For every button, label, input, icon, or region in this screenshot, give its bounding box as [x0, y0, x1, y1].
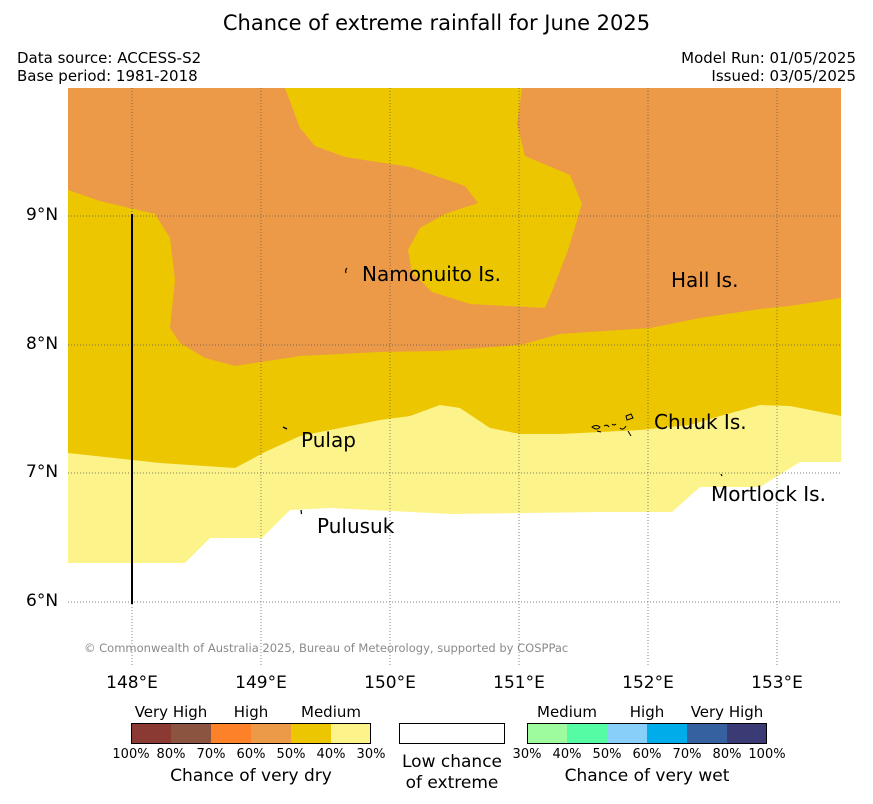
legend-dry-swatch-0 — [131, 723, 171, 744]
place-label-pulap: Pulap — [301, 428, 356, 452]
legend-dry-group-medium: Medium — [301, 703, 361, 721]
legend-dry-swatch-2 — [211, 723, 251, 744]
model-run-text: Model Run: 01/05/2025 — [681, 49, 856, 67]
legend-dry-caption: Chance of very dry — [170, 766, 332, 786]
legend-neutral-swatch — [399, 723, 505, 744]
copyright-notice: © Commonwealth of Australia 2025, Bureau… — [84, 641, 569, 655]
island-mortlock-marker — [720, 473, 723, 477]
legend-wet-caption: Chance of very wet — [564, 766, 730, 786]
lon-label-149e: 149°E — [235, 673, 287, 693]
legend-dry-tick-2: 70% — [196, 747, 226, 762]
legend-wet-swatch-5 — [727, 723, 767, 744]
legend-wet-tick-3: 60% — [632, 747, 662, 762]
place-label-mortlock: Mortlock Is. — [711, 482, 826, 506]
legend-dry-swatch-4 — [291, 723, 331, 744]
legend-dry-colorbar-frame — [131, 723, 371, 744]
meta-left: Data source: ACCESS-S2 Base period: 1981… — [17, 49, 201, 85]
legend-wet-swatch-4 — [687, 723, 727, 744]
legend-wet-colorbar-frame — [527, 723, 767, 744]
legend-dry-tick-1: 80% — [156, 747, 186, 762]
meta-right: Model Run: 01/05/2025 Issued: 03/05/2025 — [681, 49, 856, 85]
probability-zones — [68, 88, 841, 665]
legend-dry-group-high: High — [233, 703, 269, 721]
island-chuuk-marker — [591, 413, 634, 437]
legend-wet-group-medium: Medium — [537, 703, 597, 721]
base-period-text: Base period: 1981-2018 — [17, 67, 198, 85]
legend-wet-tick-1: 40% — [552, 747, 582, 762]
legend-wet-tick-4: 70% — [672, 747, 702, 762]
lon-label-151e: 151°E — [493, 673, 545, 693]
map-title: Chance of extreme rainfall for June 2025 — [222, 11, 651, 35]
island-namonuito-marker — [345, 267, 348, 274]
legend-wet-tick-6: 100% — [748, 747, 786, 762]
legend-dry-tick-4: 50% — [276, 747, 306, 762]
legend-dry-tick-5: 40% — [316, 747, 346, 762]
legend-neutral-caption: Low chance of extreme — [399, 752, 505, 794]
legend-wet-swatch-0 — [527, 723, 567, 744]
issued-text: Issued: 03/05/2025 — [711, 67, 856, 85]
legend-wet-tick-0: 30% — [512, 747, 542, 762]
data-source-text: Data source: ACCESS-S2 — [17, 49, 202, 67]
lon-label-150e: 150°E — [364, 673, 416, 693]
island-pulap-marker — [282, 426, 288, 430]
legend-wet-swatch-3 — [647, 723, 687, 744]
legend-wet-group-very-high: Very High — [690, 703, 764, 721]
island-pulusuk-marker — [300, 509, 303, 515]
place-label-namonuito: Namonuito Is. — [362, 262, 501, 286]
lat-label-6n: 6°N — [26, 591, 59, 611]
lon-label-153e: 153°E — [751, 673, 803, 693]
island-markers — [282, 267, 723, 515]
legend-dry-swatch-5 — [331, 723, 371, 744]
place-label-pulusuk: Pulusuk — [317, 514, 395, 538]
legend-dry-tick-0: 100% — [112, 747, 150, 762]
legend-wet-swatch-2 — [607, 723, 647, 744]
legend-wet-tick-2: 50% — [592, 747, 622, 762]
legend-dry-tick-3: 60% — [236, 747, 266, 762]
lon-label-152e: 152°E — [622, 673, 674, 693]
legend-wet-swatch-1 — [567, 723, 607, 744]
legend-wet-tick-5: 80% — [712, 747, 742, 762]
place-label-chuuk: Chuuk Is. — [654, 410, 747, 434]
lat-label-8n: 8°N — [26, 334, 59, 354]
legend-dry-tick-6: 30% — [356, 747, 386, 762]
lat-label-9n: 9°N — [26, 205, 59, 225]
legend-dry-swatch-3 — [251, 723, 291, 744]
lat-label-7n: 7°N — [26, 462, 59, 482]
place-label-hall: Hall Is. — [671, 268, 739, 292]
legend-wet-group-high: High — [629, 703, 665, 721]
legend-dry-group-very-high: Very High — [134, 703, 208, 721]
legend-neutral-caption-line1: Low chance — [402, 752, 502, 772]
lon-label-148e: 148°E — [106, 673, 158, 693]
legend-dry-swatch-1 — [171, 723, 211, 744]
legend-neutral-caption-line2: of extreme — [405, 773, 499, 793]
